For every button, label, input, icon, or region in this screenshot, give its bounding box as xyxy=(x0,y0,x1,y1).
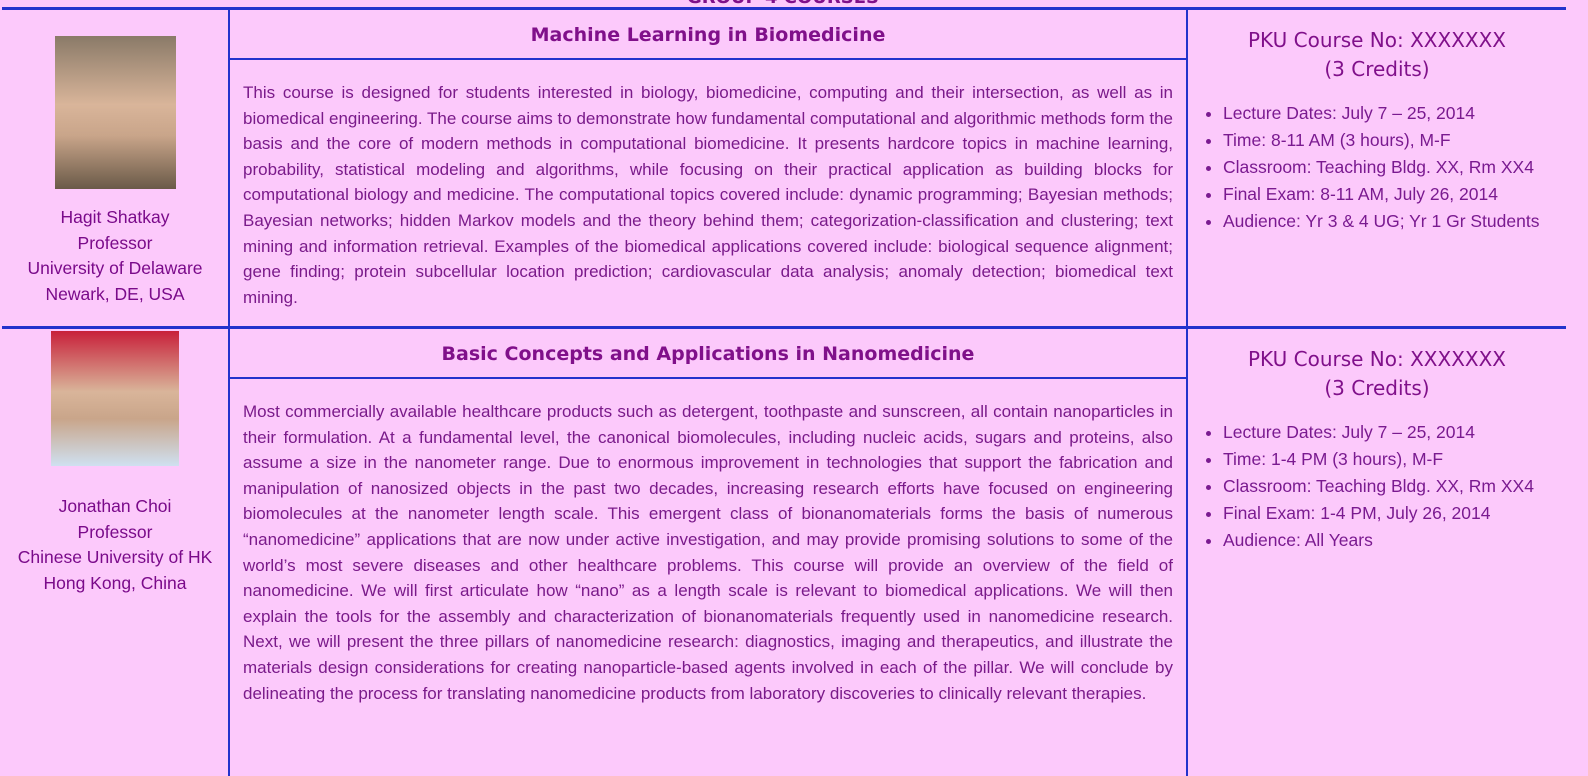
course-no: PKU Course No: XXXXXXX xyxy=(1247,347,1507,371)
instructor-cell: Jonathan Choi Professor Chinese University… xyxy=(2,329,228,776)
details-list: Lecture Dates: July 7 – 25, 2014Time: 8-… xyxy=(1188,100,1566,235)
instructor-location: Newark, DE, USA xyxy=(45,283,185,304)
detail-item: Final Exam: 8-11 AM, July 26, 2014 xyxy=(1223,181,1566,208)
instructor-title: Professor xyxy=(77,521,153,542)
instructor-info: Jonathan Choi Professor Chinese University… xyxy=(2,494,228,596)
course-number: PKU Course No: XXXXXXX (3 Credits) xyxy=(1188,345,1566,403)
instructor-photo xyxy=(51,331,179,466)
instructor-photo xyxy=(54,36,176,189)
detail-item: Time: 1-4 PM (3 hours), M-F xyxy=(1223,446,1566,473)
instructor-location: Hong Kong, China xyxy=(43,572,187,593)
course-number: PKU Course No: XXXXXXX (3 Credits) xyxy=(1188,26,1566,84)
detail-item: Audience: Yr 3 & 4 UG; Yr 1 Gr Students xyxy=(1223,208,1566,235)
detail-item: Audience: All Years xyxy=(1223,527,1566,554)
course-no: PKU Course No: XXXXXXX xyxy=(1247,28,1507,52)
course-description: Most commercially available healthcare p… xyxy=(243,402,1173,703)
detail-item: Lecture Dates: July 7 – 25, 2014 xyxy=(1223,100,1566,127)
instructor-name: Hagit Shatkay xyxy=(60,207,170,227)
instructor-cell: Hagit Shatkay Professor University of Dela… xyxy=(2,10,228,328)
course-row: Jonathan Choi Professor Chinese University… xyxy=(2,326,1566,776)
detail-item: Lecture Dates: July 7 – 25, 2014 xyxy=(1223,419,1566,446)
instructor-title: Professor xyxy=(77,232,153,253)
course-cell: Basic Concepts and Applications in Nanom… xyxy=(228,329,1188,776)
details-cell: PKU Course No: XXXXXXX (3 Credits) Lecture… xyxy=(1188,10,1566,328)
details-cell: PKU Course No: XXXXXXX (3 Credits) Lecture… xyxy=(1188,329,1566,776)
details-list: Lecture Dates: July 7 – 25, 2014Time: 1-… xyxy=(1188,419,1566,554)
instructor-affiliation: Chinese University of HK xyxy=(17,547,213,568)
course-title: Basic Concepts and Applications in Nanom… xyxy=(230,329,1186,379)
detail-item: Classroom: Teaching Bldg. XX, Rm XX4 xyxy=(1223,154,1566,181)
course-credits: (3 Credits) xyxy=(1324,57,1430,81)
page-title: GROUP 4 COURSES xyxy=(0,0,1566,8)
course-title: Machine Learning in Biomedicine xyxy=(230,10,1186,60)
detail-item: Time: 8-11 AM (3 hours), M-F xyxy=(1223,127,1566,154)
instructor-name: Jonathan Choi xyxy=(58,496,172,516)
course-description: This course is designed for students int… xyxy=(243,83,1173,307)
course-cell: Machine Learning in Biomedicine This cour… xyxy=(228,10,1188,328)
detail-item: Final Exam: 1-4 PM, July 26, 2014 xyxy=(1223,500,1566,527)
instructor-info: Hagit Shatkay Professor University of Dela… xyxy=(2,205,228,307)
course-row: Hagit Shatkay Professor University of Dela… xyxy=(2,7,1566,328)
detail-item: Classroom: Teaching Bldg. XX, Rm XX4 xyxy=(1223,473,1566,500)
course-credits: (3 Credits) xyxy=(1324,376,1430,400)
instructor-affiliation: University of Delaware xyxy=(27,258,203,279)
